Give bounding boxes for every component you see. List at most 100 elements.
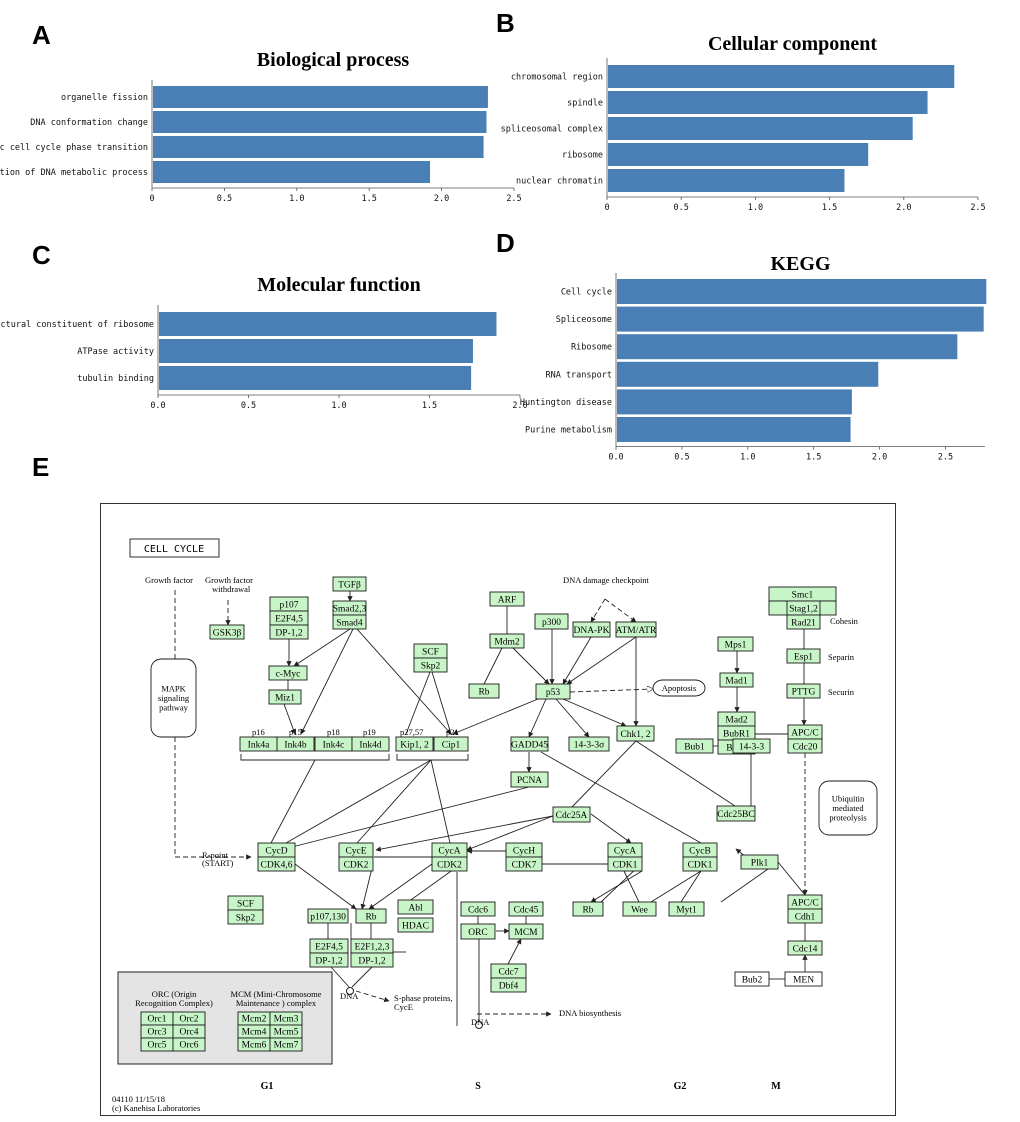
legend-item: Orc2 (180, 1015, 199, 1025)
kegg-node-text: p107 (280, 600, 299, 610)
kegg-node-bub2: Bub2 (734, 971, 770, 987)
category-label-spindle: spindle (567, 99, 603, 109)
kegg-edge (466, 815, 554, 851)
kegg-node-mcm: MCM (508, 923, 544, 940)
kegg-node-gadd: GADD45 (510, 736, 549, 752)
kegg-label-sec: Securin (828, 687, 855, 697)
bar-huntington-disease (617, 389, 852, 415)
kegg-label-dna1: DNA (340, 991, 359, 1001)
kegg-edge (555, 698, 590, 738)
kegg-edge (396, 754, 469, 761)
x-tick-label: 0.5 (674, 453, 689, 463)
kegg-node-rb2: Rb (355, 908, 387, 924)
svg-text:MCM (Mini-Chromosome: MCM (Mini-Chromosome (231, 989, 322, 999)
kegg-node-tgfb: TGFβ (332, 576, 367, 592)
bar-tubulin-binding (159, 366, 472, 390)
kegg-node-text: Cdc20 (793, 742, 818, 752)
kegg-node-rb3: Rb (572, 901, 604, 917)
kegg-node-text: Mps1 (725, 640, 747, 650)
kegg-node-text: Abl (408, 903, 423, 913)
category-label-chromosomal-region: chromosomal region (511, 73, 603, 83)
kegg-node-cdc6: Cdc6 (460, 901, 496, 917)
category-label-cell-cycle: Cell cycle (561, 288, 612, 298)
kegg-node-text: Ink4c (323, 740, 345, 750)
kegg-label-p15: p15 (289, 727, 302, 737)
kegg-node-text: E2F4,5 (275, 614, 303, 624)
bar-mitotic-cell-cycle-phase-transition (153, 136, 484, 158)
x-tick-label: 2.0 (872, 453, 887, 463)
kegg-edge (356, 628, 452, 735)
kegg-node-bub1: Bub1 (675, 738, 714, 754)
kegg-node-text: PTTG (792, 687, 816, 697)
kegg-node-ink4d: Ink4d (351, 736, 390, 752)
x-tick-label: 0 (149, 194, 154, 204)
kegg-edge (270, 759, 316, 844)
kegg-node-myt: Myt1 (668, 901, 705, 917)
kegg-node-text: Ink4d (359, 740, 381, 750)
kegg-edge (240, 754, 390, 761)
kegg-node-cdc45: Cdc45 (508, 901, 544, 917)
kegg-edge (590, 598, 606, 623)
kegg-node-p53: p53 (535, 683, 571, 700)
x-tick-label: 0.5 (217, 194, 232, 204)
category-label-structural-constituent-of-ribosome: structural constituent of ribosome (0, 320, 154, 330)
kegg-node-text: Plk1 (751, 858, 769, 868)
kegg-node-cycd: CycD CDK4,6 (257, 842, 296, 872)
kegg-node-text: Mdm2 (494, 637, 520, 647)
kegg-node-ink4b: Ink4b (276, 736, 315, 752)
kegg-node-text: Rb (582, 905, 593, 915)
kegg-label-sph2: CycE (394, 1002, 413, 1012)
kegg-node-ink4c: Ink4c (314, 736, 353, 752)
bar-regulation-of-dna-metabolic-process (153, 161, 431, 183)
kegg-node-mad1: Mad1 (719, 672, 754, 688)
kegg-node-text: Myt1 (676, 905, 697, 915)
kegg-pathway-text: pathway (159, 703, 189, 713)
kegg-footer-id: 04110 11/15/18 (112, 1094, 165, 1104)
category-label-tubulin-binding: tubulin binding (77, 374, 154, 384)
category-label-nuclear-chromatin: nuclear chromatin (516, 177, 603, 187)
kegg-node-text: Dbf4 (499, 980, 519, 991)
x-tick-label: 2.5 (938, 453, 953, 463)
kegg-edge (635, 740, 736, 807)
kegg-node-mdm2: Mdm2 (489, 633, 525, 649)
kegg-node-text: Miz1 (275, 693, 295, 703)
legend-item: Mcm3 (274, 1015, 299, 1025)
kegg-node-cdc25bc: Cdc25BC (716, 805, 756, 822)
bar-spliceosome (617, 306, 984, 332)
bar-spliceosomal-complex (608, 117, 913, 140)
kegg-cell-cycle-diagram: TGFβ Smad2,3 Smad4 p107 E2F4,5 DP-1,2 GSK3β c-M… (100, 503, 896, 1116)
kegg-node-text: HDAC (402, 921, 429, 931)
kegg-edge (680, 870, 702, 903)
kegg-phase-s: S (475, 1081, 481, 1092)
kegg-pathway-text: Apoptosis (662, 683, 696, 693)
kegg-edge (294, 863, 357, 910)
bar-ribosome (608, 143, 869, 166)
kegg-edge (623, 870, 640, 903)
chart-molecular-function: Molecular function structural constituent… (0, 274, 528, 411)
kegg-node-text: Skp2 (236, 913, 256, 923)
kegg-node-text: DP-1,2 (315, 956, 342, 966)
legend-item: Mcm2 (242, 1015, 267, 1025)
kegg-node-text: PCNA (517, 776, 542, 786)
kegg-label-ddc: DNA damage checkpoint (563, 575, 650, 585)
kegg-node-text: MCM (514, 928, 538, 938)
kegg-node-cdc7: Cdc7 Dbf4 (490, 963, 527, 993)
legend-item: Mcm5 (274, 1028, 299, 1038)
kegg-node-text: Chk1, 2 (620, 730, 650, 740)
kegg-node-text: APC/C (791, 728, 818, 738)
bar-structural-constituent-of-ribosome (159, 312, 497, 336)
kegg-node-mps: Mps1 (717, 636, 754, 652)
kegg-node-p107e2f: p107 E2F4,5 DP-1,2 (269, 596, 309, 640)
chart-kegg: KEGG Cell cycle Spliceosome Ribosome RNA tra… (520, 253, 987, 463)
kegg-node-text: Cip1 (442, 740, 461, 750)
x-tick-label: 1.5 (422, 401, 437, 411)
kegg-label-p19: p19 (363, 727, 376, 737)
panel-letter-e: E (32, 452, 50, 482)
kegg-node-text: Cdc25BC (717, 810, 754, 820)
category-label-rna-transport: RNA transport (545, 370, 612, 380)
kegg-label-gf: Growth factor (145, 575, 193, 585)
kegg-node-text: p107,130 (310, 912, 346, 922)
legend-item: Mcm4 (242, 1028, 267, 1038)
kegg-node-text: ORC (468, 928, 488, 938)
